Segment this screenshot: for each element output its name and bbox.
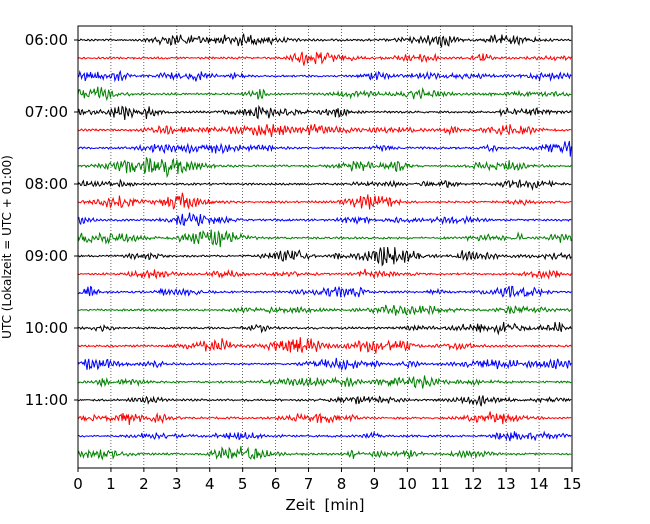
trace-0645 (77, 86, 572, 102)
trace-1100 (77, 395, 572, 407)
y-tick-label: 08:00 (25, 175, 68, 193)
x-tick-label: 1 (106, 475, 116, 493)
x-tick-label: 10 (398, 475, 417, 493)
trace-0800 (77, 178, 572, 191)
x-tick-label: 7 (304, 475, 314, 493)
trace-0715 (77, 123, 572, 138)
trace-0700 (77, 104, 572, 120)
trace-1115 (77, 411, 572, 426)
trace-0945 (77, 304, 572, 316)
y-axis-label: UTC (Lokalzeit = UTC + 01:00) (0, 155, 14, 339)
trace-1145 (77, 445, 572, 461)
x-tick-label: 12 (464, 475, 483, 493)
x-tick-label: 4 (205, 475, 215, 493)
trace-1030 (77, 357, 572, 371)
x-axis: 0 1 2 3 4 5 6 7 8 9 10 11 12 13 14 15 (73, 468, 582, 493)
trace-1045 (77, 375, 572, 389)
y-tick-label: 07:00 (25, 103, 68, 121)
trace-0900 (77, 246, 572, 267)
x-axis-label: Zeit [min] (285, 496, 364, 514)
trace-0830 (77, 212, 572, 227)
x-tick-label: 5 (238, 475, 248, 493)
x-tick-label: 15 (562, 475, 581, 493)
trace-0815 (77, 192, 572, 210)
x-tick-label: 6 (271, 475, 281, 493)
x-tick-label: 8 (337, 475, 347, 493)
trace-0745 (77, 157, 572, 179)
trace-1015 (77, 337, 572, 354)
trace-0630 (77, 69, 572, 83)
x-tick-label: 2 (139, 475, 149, 493)
x-tick-label: 13 (497, 475, 516, 493)
trace-1130 (77, 430, 572, 442)
y-axis: 06:00 07:00 08:00 09:00 10:00 11:00 (25, 31, 78, 409)
x-tick-label: 0 (73, 475, 83, 493)
trace-0600 (77, 33, 572, 48)
y-tick-label: 09:00 (25, 247, 68, 265)
trace-0845 (77, 229, 572, 248)
trace-0615 (77, 51, 572, 66)
x-tick-label: 11 (431, 475, 450, 493)
x-tick-label: 14 (530, 475, 549, 493)
x-tick-label: 3 (172, 475, 182, 493)
x-tick-label: 9 (370, 475, 380, 493)
trace-1000 (77, 321, 572, 336)
trace-0915 (77, 268, 572, 280)
trace-0730 (77, 140, 572, 157)
y-tick-label: 06:00 (25, 31, 68, 49)
axes-frame (77, 25, 573, 469)
y-tick-label: 10:00 (25, 319, 68, 337)
trace-0930 (77, 285, 572, 298)
trace-layer (77, 33, 572, 461)
y-tick-label: 11:00 (25, 391, 68, 409)
